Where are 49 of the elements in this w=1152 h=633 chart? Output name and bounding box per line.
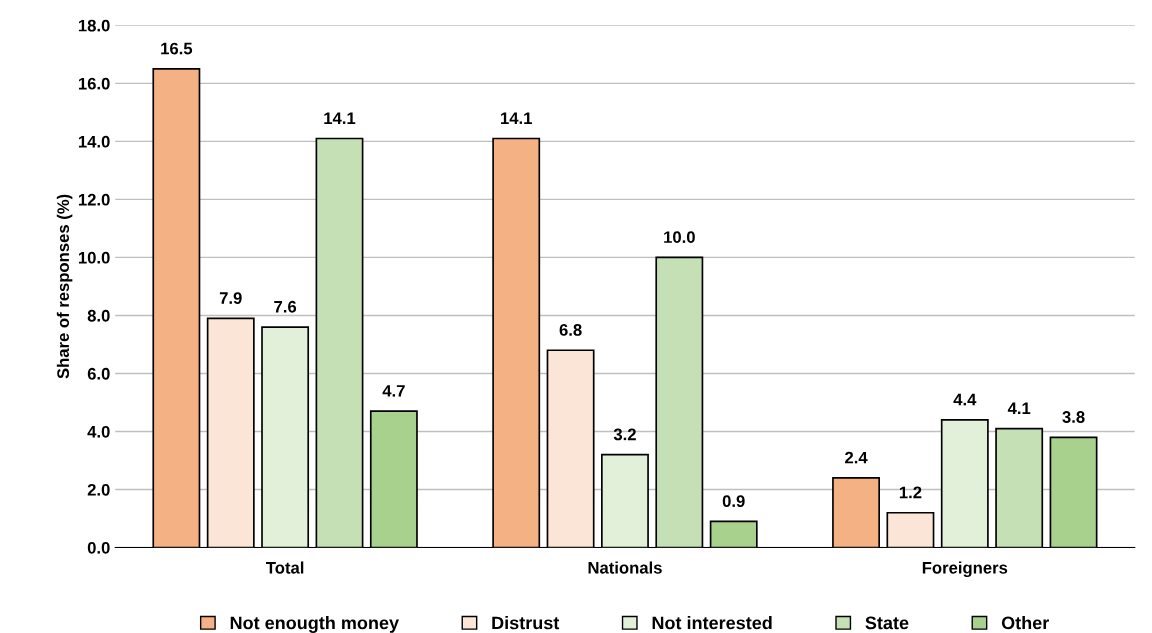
y-tick-label: 16.0 <box>78 77 110 90</box>
x-tick-label: Foreigners <box>922 561 1008 578</box>
y-tick-label: 2.0 <box>87 483 110 496</box>
bar <box>655 256 704 548</box>
y-tick-label: 6.0 <box>87 367 110 380</box>
legend-label: Distrust <box>492 616 560 630</box>
data-label: 3.8 <box>1062 411 1085 423</box>
y-tick-label: 10.0 <box>78 251 110 264</box>
y-tick-label: 8.0 <box>87 309 110 322</box>
y-axis-title: Share of responses (%) <box>56 194 73 379</box>
x-tick-label: Nationals <box>588 561 662 574</box>
bar <box>940 419 989 548</box>
x-tick-label: Total <box>266 561 304 574</box>
data-label: 3.2 <box>613 428 636 441</box>
data-label: 7.9 <box>219 292 242 304</box>
bar <box>1049 436 1098 548</box>
data-label: 7.6 <box>274 300 297 313</box>
bar <box>369 410 418 548</box>
bar <box>832 477 880 548</box>
data-label: 6.8 <box>559 324 582 336</box>
bar <box>995 427 1044 548</box>
bar <box>206 317 255 548</box>
bar <box>492 137 541 548</box>
data-label: 4.7 <box>382 385 405 397</box>
y-tick-label: 14.0 <box>78 135 110 148</box>
legend-label: Other <box>1001 616 1049 630</box>
data-label: 16.5 <box>161 42 193 55</box>
legend-label: State <box>865 616 909 630</box>
data-label: 4.4 <box>953 393 977 406</box>
data-label: 0.9 <box>722 495 745 508</box>
data-label: 2.4 <box>845 451 868 464</box>
legend-label: Not enougth money <box>230 616 399 633</box>
data-label: 4.1 <box>1007 402 1031 415</box>
bar <box>601 453 649 548</box>
data-label: 14.1 <box>324 112 356 124</box>
bar <box>152 68 201 548</box>
bar <box>886 511 935 548</box>
legend-label: Not interested <box>652 616 772 630</box>
data-label: 1.2 <box>899 486 922 499</box>
y-tick-label: 12.0 <box>78 193 110 206</box>
y-tick-label: 4.0 <box>87 425 110 438</box>
bar <box>261 326 310 548</box>
bar <box>546 349 595 548</box>
y-tick-label: 0.0 <box>87 541 110 554</box>
bar <box>709 520 758 548</box>
y-tick-label: 18.0 <box>78 19 110 32</box>
data-label: 14.1 <box>501 112 532 124</box>
data-label: 10.0 <box>664 231 695 244</box>
bar <box>315 137 364 548</box>
